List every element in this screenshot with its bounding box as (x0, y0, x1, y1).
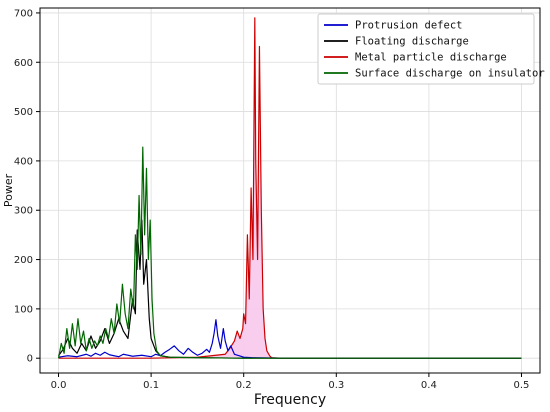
y-tick-label: 200 (14, 255, 33, 266)
legend-label-protrusion-defect: Protrusion defect (355, 20, 462, 32)
y-tick-label: 600 (14, 58, 33, 69)
y-axis-label: Power (2, 173, 15, 207)
x-tick-label: 0.0 (51, 380, 67, 391)
x-tick-label: 0.3 (328, 380, 344, 391)
y-tick-label: 400 (14, 156, 33, 167)
x-axis-label: Frequency (254, 392, 326, 408)
axis-ticks: 0.0 0.1 0.2 0.3 0.4 0.5 0 100 200 300 400 500 600 700 (14, 8, 530, 391)
x-tick-label: 0.4 (421, 380, 437, 391)
plot-frame (39, 7, 541, 374)
legend: Protrusion defect Floating discharge Metal… (317, 13, 545, 85)
y-tick-label: 0 (27, 354, 33, 365)
legend-box (317, 13, 535, 85)
legend-label-metal-particle-discharge: Metal particle discharge (355, 52, 507, 64)
y-tick-label: 300 (14, 206, 33, 217)
y-tick-label: 500 (14, 107, 33, 118)
series-layer (57, 17, 522, 359)
legend-label-surface-discharge-on-insulator: Surface discharge on insulator (355, 68, 545, 80)
series-line-surface-discharge-on-insulator (57, 146, 522, 359)
x-tick-label: 0.5 (514, 380, 530, 391)
legend-label-floating-discharge: Floating discharge (355, 36, 469, 48)
y-tick-label: 100 (14, 304, 33, 315)
x-tick-label: 0.2 (236, 380, 252, 391)
x-tick-label: 0.1 (143, 380, 159, 391)
series-line-protrusion-defect (58, 319, 522, 359)
grid-lines (40, 8, 540, 373)
y-tick-label: 700 (14, 8, 33, 19)
series-line-floating-discharge (58, 219, 522, 359)
